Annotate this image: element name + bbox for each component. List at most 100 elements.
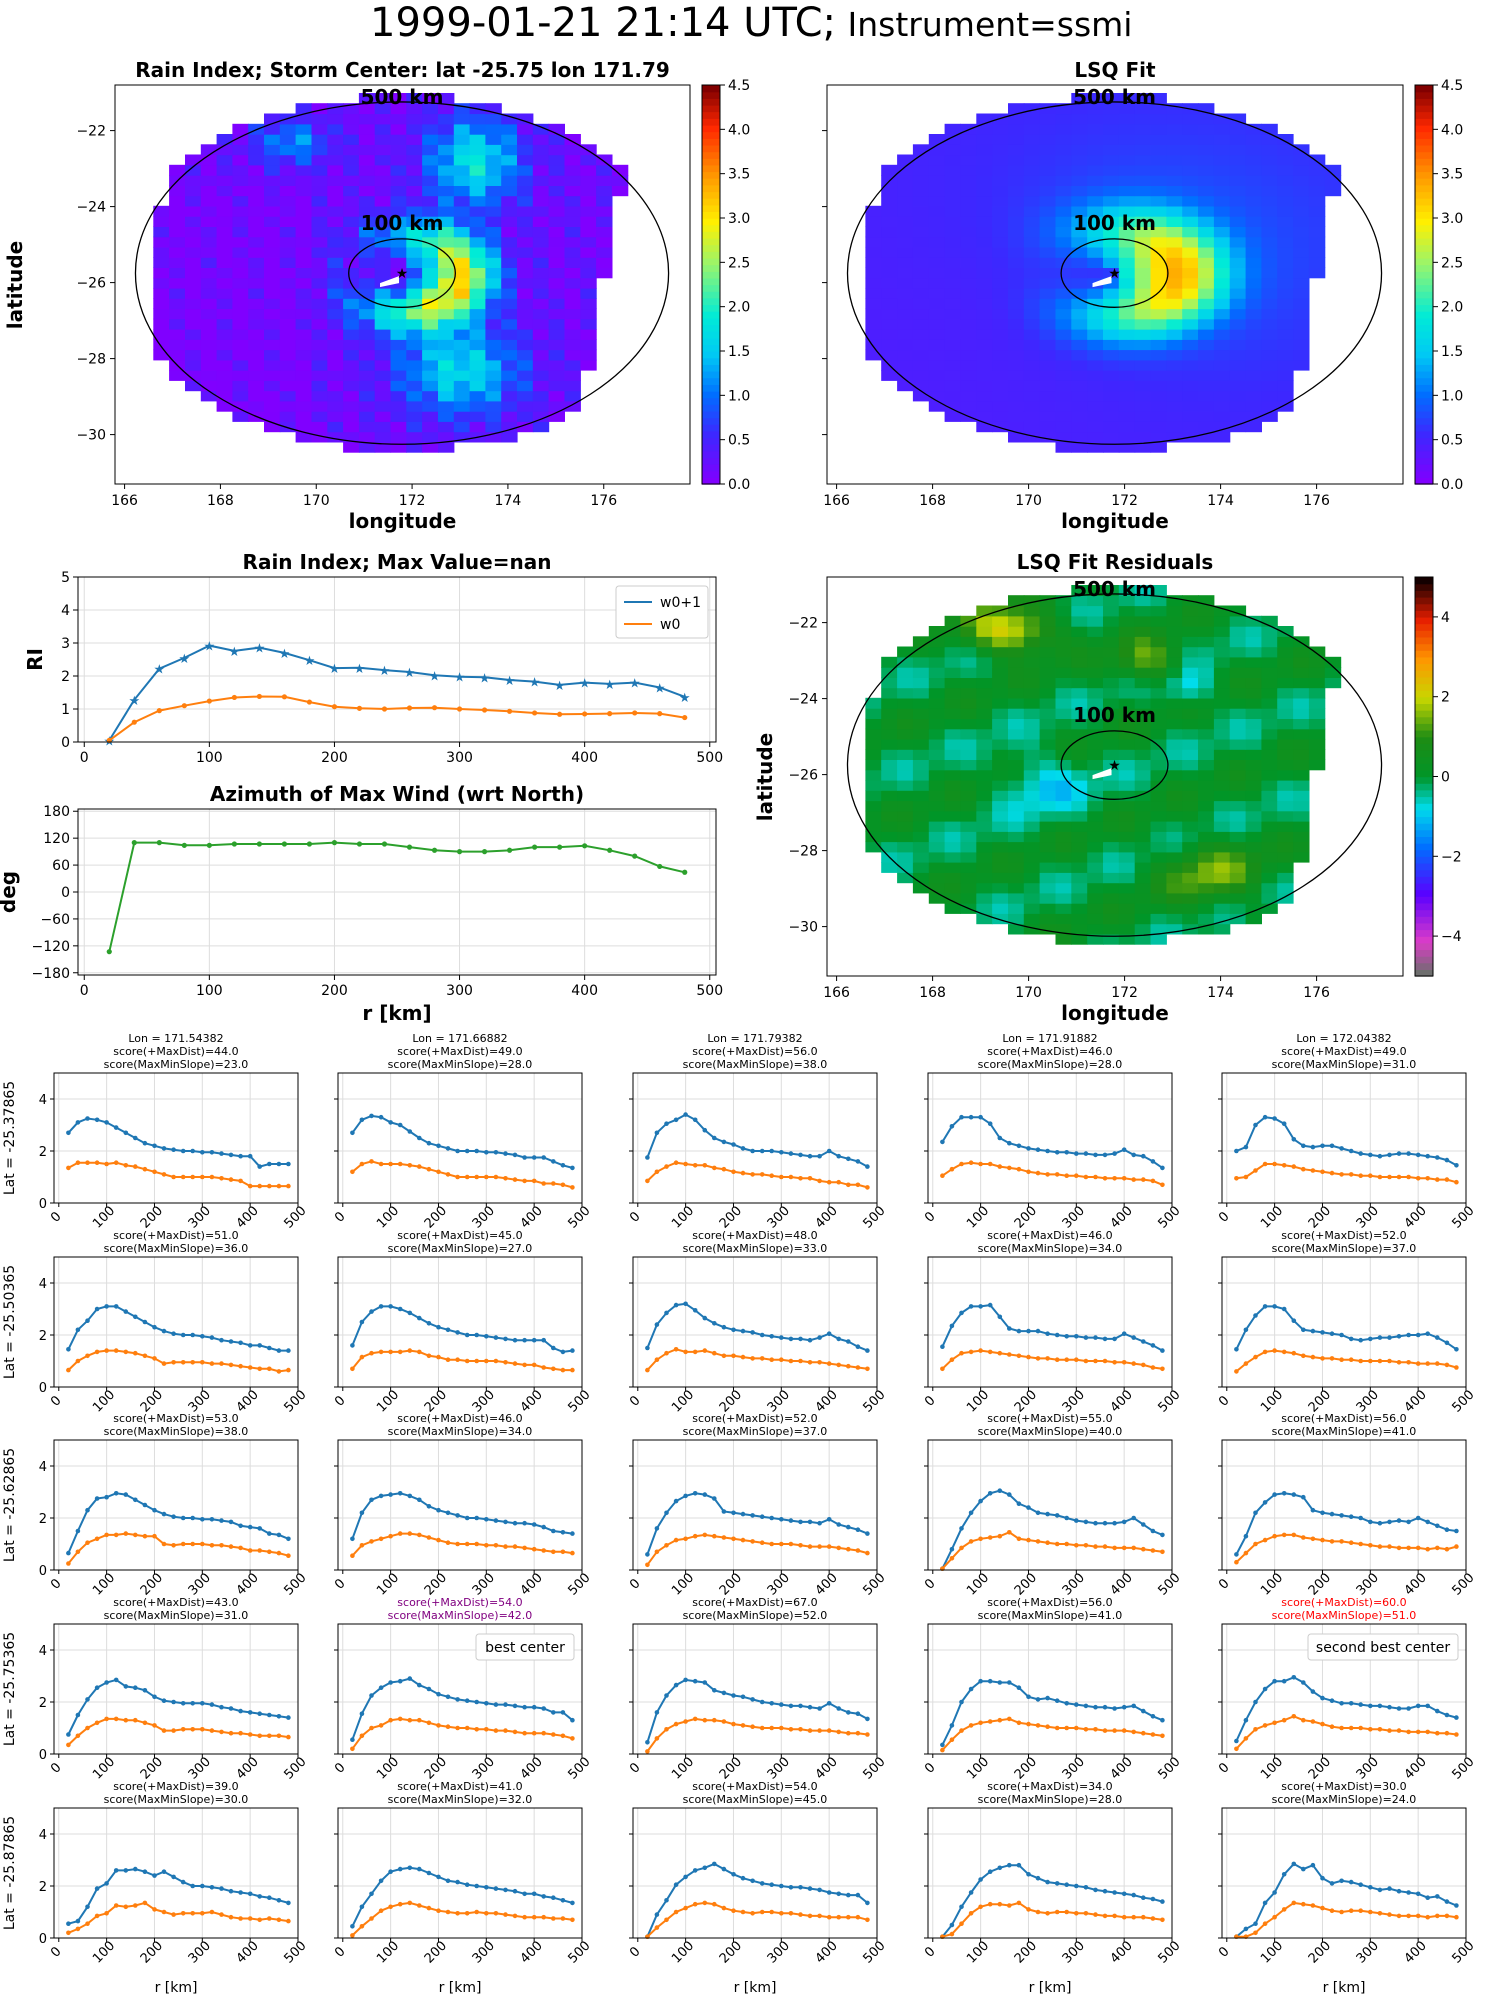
map-cell — [1198, 636, 1215, 648]
map-cell — [928, 862, 946, 873]
map-cell — [438, 380, 455, 392]
map-cell — [374, 144, 392, 156]
map-cell — [1103, 195, 1120, 207]
series-point — [1234, 1369, 1239, 1374]
map-cell — [580, 154, 597, 166]
profile-panel: score(+MaxDist)=39.0score(MaxMinSlope)=3… — [2, 1780, 310, 1996]
profile-panel: score(+MaxDist)=43.0score(MaxMinSlope)=3… — [2, 1596, 310, 1783]
map-cell — [279, 390, 297, 402]
map-cell — [580, 164, 597, 176]
series-point — [1310, 1354, 1316, 1360]
map-cell — [1103, 892, 1120, 904]
map-cell — [960, 236, 977, 248]
series-point — [1093, 1887, 1098, 1893]
map-cell — [1071, 759, 1088, 771]
series-point — [712, 1350, 717, 1356]
y-tick-label: −120 — [32, 939, 70, 955]
panel-score-maxminslope: score(MaxMinSlope)=38.0 — [683, 1058, 828, 1071]
map-cell — [311, 123, 328, 135]
map-cell — [406, 400, 423, 412]
map-cell — [1293, 677, 1310, 689]
map-cell — [216, 380, 233, 392]
x-tick-label: 400 — [813, 1570, 841, 1598]
series-point — [152, 1723, 157, 1728]
series-point — [247, 1548, 253, 1553]
series-point — [949, 1922, 955, 1928]
colorbar-tick-label: 3.5 — [1441, 167, 1463, 183]
series-point — [1064, 1882, 1069, 1887]
colorbar-swatch — [1415, 962, 1433, 970]
map-cell — [1134, 831, 1152, 843]
series-point — [1348, 1540, 1354, 1545]
label-100km: 100 km — [361, 211, 444, 235]
map-cell — [311, 113, 328, 125]
rain_index_map-title: Rain Index; Storm Center: lat -25.75 lon… — [135, 58, 670, 82]
x-tick-label: 176 — [1303, 985, 1330, 1001]
map-cell — [517, 390, 534, 402]
map-cell — [327, 339, 344, 351]
x-tick-label: 174 — [1207, 493, 1234, 509]
series-point — [1150, 1916, 1156, 1921]
map-cell — [374, 236, 392, 248]
series-point — [350, 1553, 355, 1558]
series-point: ★ — [229, 645, 241, 660]
map-cell — [1213, 349, 1231, 361]
series-point — [1387, 1174, 1392, 1180]
series-point — [731, 1872, 736, 1877]
map-cell — [865, 298, 882, 310]
map-cell — [865, 708, 882, 719]
map-cell — [1103, 216, 1120, 227]
map-cell — [1245, 154, 1262, 166]
series-point — [798, 1727, 803, 1732]
map-cell — [992, 144, 1009, 156]
map-cell — [1213, 892, 1231, 904]
map-cell — [912, 769, 930, 781]
series-point — [1301, 1680, 1306, 1685]
series-point — [1007, 1530, 1012, 1535]
map-cell — [960, 205, 977, 217]
series-line-0 — [67, 1117, 289, 1168]
map-cell — [1039, 841, 1056, 853]
map-cell — [881, 298, 898, 310]
map-cell — [1245, 872, 1262, 884]
map-cell — [1308, 759, 1326, 771]
x-tick-label: 200 — [138, 1754, 166, 1782]
map-cell — [1118, 380, 1136, 392]
map-cell — [279, 339, 297, 351]
map-cell — [912, 728, 930, 740]
map-cell — [928, 810, 946, 822]
map-cell — [897, 759, 914, 771]
map-cell — [374, 390, 392, 402]
x-tick-label: 0 — [80, 750, 89, 766]
map-cell — [1229, 134, 1247, 145]
map-cell — [1245, 175, 1262, 186]
map-cell — [358, 390, 376, 402]
map-cell — [453, 277, 471, 289]
map-cell — [185, 205, 202, 217]
colorbar-swatch — [1415, 623, 1433, 631]
map-cell — [279, 246, 297, 258]
series-point — [455, 1911, 460, 1916]
series-point — [426, 1905, 432, 1911]
series-point — [1368, 1727, 1373, 1732]
map-cell — [1134, 810, 1152, 822]
map-cell — [279, 257, 297, 268]
map-cell — [1166, 892, 1183, 904]
series-point — [407, 1900, 413, 1906]
map-cell — [200, 236, 218, 248]
series-point — [673, 1909, 679, 1915]
map-cell — [1213, 277, 1231, 289]
series-point — [731, 1721, 736, 1727]
series-point — [161, 1869, 167, 1874]
x-tick-label: 168 — [919, 985, 946, 1001]
series-point — [493, 1150, 499, 1155]
map-cell — [406, 339, 423, 351]
series-point — [219, 1912, 224, 1917]
series-point — [750, 1878, 755, 1884]
map-cell — [390, 216, 407, 227]
series-point — [1387, 1704, 1392, 1710]
map-cell — [343, 421, 360, 433]
map-cell — [1198, 380, 1215, 392]
map-cell — [1182, 246, 1199, 258]
map-cell — [1198, 769, 1215, 781]
